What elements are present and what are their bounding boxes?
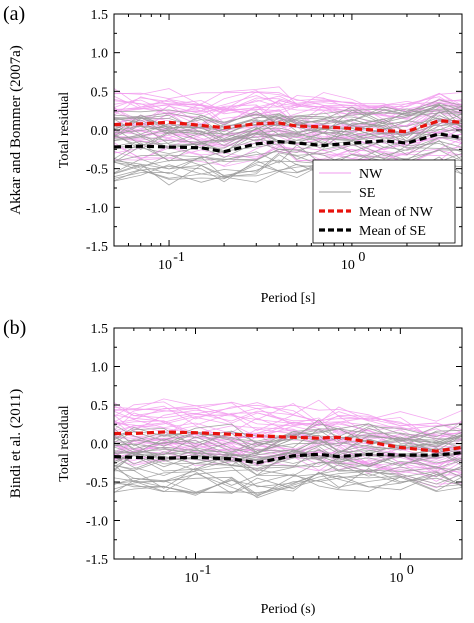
y-tick-label: 0.0 xyxy=(91,438,109,453)
se-station-line xyxy=(114,111,462,146)
y-tick-label: -1.0 xyxy=(86,201,108,216)
se-station-line xyxy=(114,447,462,472)
se-station-line xyxy=(114,140,462,170)
nw-station-line xyxy=(114,99,462,116)
nw-station-line xyxy=(114,441,462,473)
mean-se-line xyxy=(114,451,462,465)
side-title: Bindi et al. (2011) xyxy=(8,389,24,498)
y-tick-label: 1.5 xyxy=(91,8,109,23)
x-tick-exponent: -1 xyxy=(200,563,212,578)
x-tick-label: 10 xyxy=(389,571,403,586)
x-axis-label: Period (s) xyxy=(261,602,316,617)
mean-nw-line xyxy=(114,430,462,453)
se-station-line xyxy=(114,460,462,483)
nw-station-line xyxy=(114,101,462,125)
y-tick-label: 0.5 xyxy=(91,85,109,100)
y-tick-label: -1.0 xyxy=(86,515,108,530)
x-tick-label: 10 xyxy=(185,571,199,586)
nw-station-line xyxy=(114,401,462,440)
mean-se-line xyxy=(114,132,462,154)
panel-label: (b) xyxy=(3,317,26,339)
se-station-line xyxy=(114,471,462,494)
nw-station-line xyxy=(114,405,462,428)
y-tick-label: 0.5 xyxy=(91,399,109,414)
se-station-line xyxy=(114,444,462,465)
nw-station-line xyxy=(114,92,462,116)
nw-station-line xyxy=(114,405,462,437)
y-tick-label: -1.5 xyxy=(86,240,108,255)
legend-label: NW xyxy=(359,167,383,182)
nw-station-line xyxy=(114,414,462,450)
x-tick-label: 10 xyxy=(341,258,355,273)
se-station-line xyxy=(114,108,462,135)
x-tick-exponent: -1 xyxy=(173,250,185,265)
mean-nw-line xyxy=(114,119,462,134)
y-tick-label: 1.0 xyxy=(91,361,109,376)
se-station-line xyxy=(114,128,462,159)
y-tick-label: -1.5 xyxy=(86,553,108,568)
se-station-line xyxy=(114,119,462,147)
se-station-line xyxy=(114,471,462,493)
y-tick-label: -0.5 xyxy=(86,163,108,178)
side-title: Akkar and Bommer (2007a) xyxy=(8,45,24,215)
x-axis-label: Period [s] xyxy=(261,291,316,306)
y-tick-label: -0.5 xyxy=(86,476,108,491)
nw-station-line xyxy=(114,105,462,128)
nw-station-line xyxy=(114,412,462,441)
se-station-line xyxy=(114,108,462,136)
nw-station-line xyxy=(114,134,462,160)
se-station-line xyxy=(114,447,462,471)
plot-area xyxy=(114,86,462,186)
se-station-line xyxy=(114,431,462,455)
nw-station-line xyxy=(114,86,462,113)
x-tick-exponent: 0 xyxy=(407,563,414,578)
se-station-line xyxy=(114,121,462,153)
x-tick-exponent: 0 xyxy=(358,250,365,265)
y-tick-label: 1.5 xyxy=(91,322,109,337)
se-station-line xyxy=(114,106,462,142)
legend-label: SE xyxy=(359,186,375,201)
y-tick-label: 0.0 xyxy=(91,124,109,139)
panel-label: (a) xyxy=(3,3,25,25)
plot-area xyxy=(114,398,462,499)
nw-station-line xyxy=(114,91,462,108)
se-station-line xyxy=(114,143,462,163)
y-axis-label: Total residual xyxy=(57,405,72,481)
se-station-line xyxy=(114,103,462,137)
se-station-line xyxy=(114,115,462,143)
legend-box xyxy=(312,159,456,244)
y-tick-label: 1.0 xyxy=(91,47,109,62)
se-station-line xyxy=(114,117,462,145)
se-station-line xyxy=(114,473,462,494)
se-station-line xyxy=(114,122,462,150)
nw-station-line xyxy=(114,401,462,431)
legend-label: Mean of SE xyxy=(359,224,426,239)
se-station-line xyxy=(114,140,462,175)
se-station-line xyxy=(114,434,462,455)
legend-label: Mean of NW xyxy=(359,205,434,220)
x-tick-label: 10 xyxy=(158,258,172,273)
y-axis-label: Total residual xyxy=(57,92,72,168)
